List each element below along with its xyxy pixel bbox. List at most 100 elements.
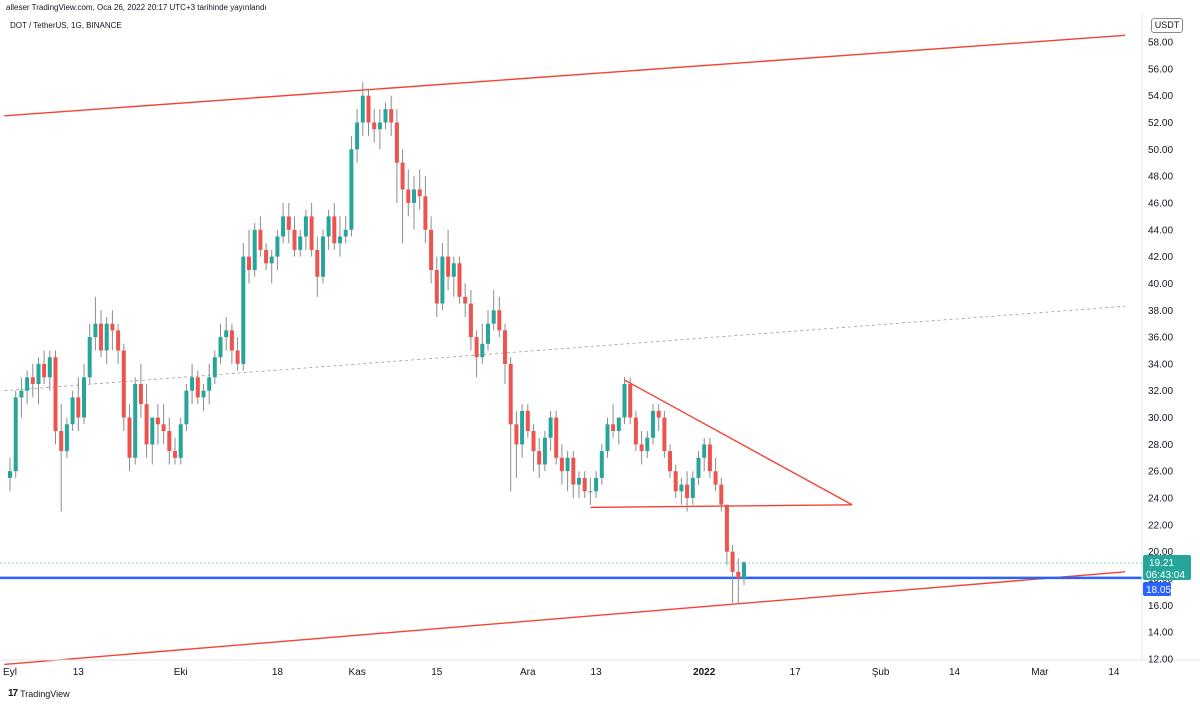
candle xyxy=(326,209,331,250)
candle-body xyxy=(673,471,678,492)
candle xyxy=(59,404,64,512)
candle-body xyxy=(514,424,519,445)
candle-body xyxy=(338,236,342,244)
candle-body xyxy=(486,323,490,344)
price-badge-value: 19.21 xyxy=(1149,558,1174,569)
candle xyxy=(594,471,599,498)
candle xyxy=(292,216,297,257)
candle xyxy=(429,216,434,284)
candle xyxy=(611,404,616,438)
price-tick-label: 36.00 xyxy=(1148,333,1173,344)
candle-body xyxy=(577,477,581,485)
candle-body xyxy=(690,477,695,498)
candle xyxy=(457,256,462,304)
candle-body xyxy=(355,122,360,150)
candle-body xyxy=(463,296,468,304)
time-tick-label: 15 xyxy=(431,667,443,678)
support-badge xyxy=(1143,582,1171,596)
candle-body xyxy=(662,417,667,452)
candle xyxy=(150,417,155,465)
candle xyxy=(440,243,445,311)
candle xyxy=(93,296,98,351)
time-tick-label: Kas xyxy=(348,667,365,678)
candle xyxy=(173,437,177,465)
currency-selector[interactable]: USDT xyxy=(1151,18,1183,33)
candle-body xyxy=(537,451,542,465)
candle-body xyxy=(269,256,274,264)
price-badge-countdown: 06:43:04 xyxy=(1146,570,1185,581)
candle-body xyxy=(184,390,189,425)
candle-body xyxy=(451,263,456,277)
candle xyxy=(412,176,416,230)
time-tick-label: Eki xyxy=(174,667,188,678)
candle-body xyxy=(167,431,172,452)
tradingview-watermark[interactable]: 17 TradingView xyxy=(8,688,70,699)
candle-body xyxy=(508,363,513,425)
lower-channel-line xyxy=(4,571,1126,666)
price-axis: 58.00 56.00 54.00 52.00 50.00 48.00 46.00 44.00… xyxy=(1148,38,1173,666)
candle-body xyxy=(252,229,257,270)
candle xyxy=(366,88,371,136)
candle xyxy=(696,451,701,485)
candle-body xyxy=(554,417,559,458)
candle-body xyxy=(224,330,229,338)
candle xyxy=(622,377,627,425)
candle xyxy=(36,357,41,405)
candle xyxy=(8,457,12,492)
candle-body xyxy=(724,504,729,552)
candle-body xyxy=(286,216,291,230)
candle xyxy=(616,417,621,445)
candle-body xyxy=(332,216,337,244)
candle xyxy=(565,451,570,492)
candle-body xyxy=(127,417,132,458)
candle-body xyxy=(150,417,155,445)
candle xyxy=(212,350,217,384)
candle-body xyxy=(70,397,75,425)
candle-body xyxy=(47,357,52,378)
price-tick-label: 32.00 xyxy=(1148,386,1173,397)
candle xyxy=(724,504,729,566)
candle xyxy=(116,323,121,364)
price-tick-label: 44.00 xyxy=(1148,225,1173,236)
candle-body xyxy=(326,216,331,237)
candle-body xyxy=(99,323,103,351)
price-tick-label: 42.00 xyxy=(1148,252,1173,263)
candle-body xyxy=(229,330,234,351)
price-tick-label: 46.00 xyxy=(1148,199,1173,210)
candle xyxy=(571,451,576,498)
candle xyxy=(190,363,195,405)
candle xyxy=(599,444,604,485)
candle-body xyxy=(696,457,701,478)
candle-body xyxy=(121,350,126,418)
candle-body xyxy=(525,410,530,431)
candle xyxy=(451,256,456,297)
candle-body xyxy=(491,310,496,324)
price-tick-label: 52.00 xyxy=(1148,118,1173,129)
publish-info: alleser TradingView.com, Oca 26, 2022 20… xyxy=(6,3,267,12)
candle xyxy=(645,431,650,458)
candle-body xyxy=(651,410,655,438)
candle-body xyxy=(315,249,320,277)
candle xyxy=(690,471,695,505)
time-tick-label: 13 xyxy=(591,667,603,678)
price-tick-label: 22.00 xyxy=(1148,520,1173,531)
time-tick-label: 17 xyxy=(790,667,802,678)
candle-body xyxy=(36,363,41,384)
candle-body xyxy=(264,249,269,264)
candle xyxy=(241,243,246,371)
candle xyxy=(588,477,593,505)
candle xyxy=(730,545,735,603)
upper-channel-line xyxy=(4,34,1126,117)
candle-body xyxy=(247,256,251,270)
candle xyxy=(707,437,712,478)
candle-body xyxy=(133,384,138,458)
candle xyxy=(497,296,502,338)
time-tick-label: Ara xyxy=(520,667,536,678)
candle-body xyxy=(218,337,223,358)
candle-body xyxy=(520,410,525,445)
candle-body xyxy=(702,444,707,458)
candle-body xyxy=(59,431,64,452)
candle-body xyxy=(713,471,718,485)
candle xyxy=(87,323,92,384)
